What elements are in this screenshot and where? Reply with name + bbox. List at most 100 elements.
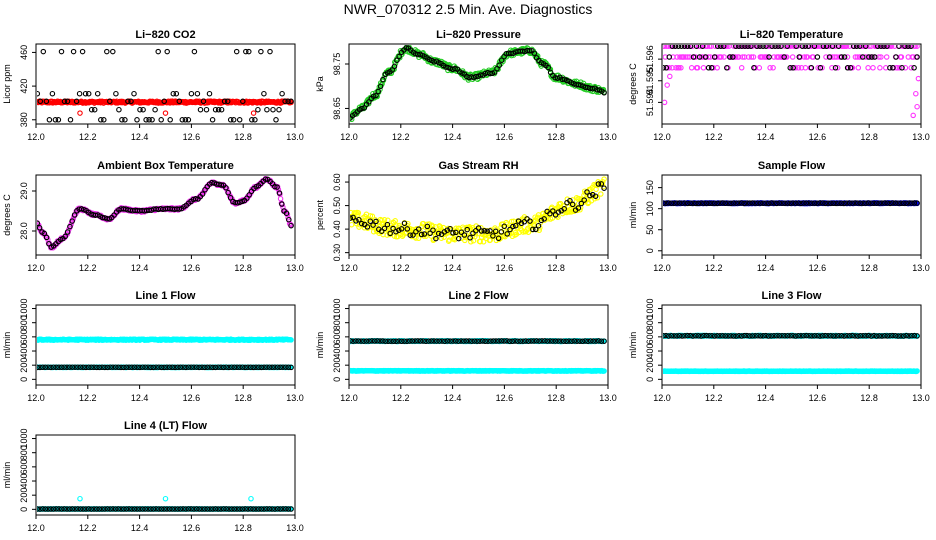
data-point bbox=[733, 45, 739, 49]
data-point bbox=[733, 200, 739, 206]
y-axis-label: kPa bbox=[315, 76, 325, 92]
plot-area bbox=[350, 176, 607, 245]
data-point bbox=[482, 338, 489, 345]
x-tick-label: 12.4 bbox=[444, 132, 462, 142]
data-point bbox=[253, 364, 259, 371]
data-point bbox=[545, 64, 551, 71]
plot-frame bbox=[35, 304, 296, 386]
x-tick-label: 12.8 bbox=[860, 263, 878, 273]
data-point bbox=[223, 184, 229, 191]
data-point bbox=[711, 54, 718, 60]
x-tick-label: 12.4 bbox=[131, 263, 149, 273]
data-point bbox=[477, 338, 483, 344]
data-point bbox=[91, 364, 97, 371]
data-point bbox=[682, 200, 688, 206]
data-point bbox=[223, 364, 230, 370]
data-point bbox=[665, 333, 672, 339]
data-point bbox=[857, 332, 864, 339]
data-point bbox=[814, 200, 820, 207]
data-point bbox=[736, 332, 742, 339]
data-point bbox=[887, 200, 893, 207]
data-point bbox=[183, 364, 189, 371]
data-point bbox=[487, 237, 494, 243]
data-point bbox=[520, 216, 527, 223]
data-point bbox=[779, 332, 785, 339]
data-point bbox=[525, 338, 532, 344]
data-point bbox=[514, 338, 521, 344]
data-point bbox=[487, 228, 493, 234]
data-point bbox=[382, 338, 389, 344]
data-point bbox=[37, 98, 44, 105]
data-point bbox=[288, 337, 294, 343]
data-point bbox=[859, 54, 866, 60]
data-point bbox=[902, 65, 909, 71]
data-point bbox=[571, 338, 578, 344]
data-point bbox=[377, 83, 384, 90]
data-point bbox=[908, 45, 914, 49]
data-point bbox=[560, 338, 567, 344]
data-point bbox=[279, 90, 285, 97]
y-tick-label: 800 bbox=[19, 315, 29, 330]
data-point bbox=[531, 338, 537, 344]
y-tick-label: 200 bbox=[332, 358, 342, 373]
data-point bbox=[757, 45, 763, 49]
data-point bbox=[279, 201, 285, 207]
data-point bbox=[896, 65, 903, 71]
x-tick-label: 12.0 bbox=[27, 393, 45, 403]
data-point bbox=[240, 98, 246, 105]
data-point bbox=[693, 45, 700, 49]
data-point bbox=[375, 88, 381, 95]
y-tick-label: 100 bbox=[645, 201, 655, 216]
y-tick-label: 0.60 bbox=[332, 173, 342, 191]
y-axis-label: degrees C bbox=[628, 63, 638, 105]
data-point bbox=[122, 117, 128, 123]
data-point bbox=[742, 45, 748, 49]
y-tick-label: 50 bbox=[645, 225, 655, 235]
data-point bbox=[866, 45, 872, 49]
plot-area bbox=[350, 337, 607, 374]
data-point bbox=[881, 200, 888, 206]
data-point bbox=[261, 90, 267, 97]
data-point bbox=[857, 200, 864, 207]
data-point bbox=[77, 110, 83, 116]
data-point bbox=[856, 45, 863, 49]
data-point bbox=[741, 200, 748, 207]
data-point bbox=[728, 200, 734, 207]
data-point bbox=[584, 189, 590, 195]
data-point bbox=[200, 98, 207, 105]
data-point bbox=[717, 200, 723, 206]
data-point bbox=[678, 65, 684, 71]
data-point bbox=[252, 117, 258, 123]
data-point bbox=[174, 364, 181, 371]
data-point bbox=[853, 45, 860, 49]
data-point bbox=[207, 364, 213, 370]
data-point bbox=[398, 226, 405, 232]
data-point bbox=[518, 220, 525, 227]
data-point bbox=[393, 228, 399, 235]
data-point bbox=[492, 228, 499, 235]
data-point bbox=[667, 73, 673, 80]
data-point bbox=[877, 65, 883, 71]
data-point bbox=[800, 332, 807, 339]
data-point bbox=[79, 48, 86, 55]
data-point bbox=[206, 90, 213, 97]
data-point bbox=[85, 90, 92, 97]
data-point bbox=[883, 54, 890, 60]
data-point bbox=[462, 237, 468, 244]
data-point bbox=[264, 106, 270, 113]
data-point bbox=[264, 364, 270, 370]
data-point bbox=[243, 48, 249, 55]
data-point bbox=[76, 90, 83, 97]
data-point bbox=[793, 45, 799, 49]
data-point bbox=[533, 338, 540, 344]
data-point bbox=[908, 200, 915, 206]
data-point bbox=[261, 364, 267, 371]
data-point bbox=[404, 338, 410, 345]
data-point bbox=[739, 54, 746, 60]
data-point bbox=[50, 364, 57, 370]
x-tick-label: 13.0 bbox=[286, 263, 304, 273]
data-point bbox=[890, 200, 896, 206]
data-point bbox=[587, 338, 594, 344]
data-point bbox=[778, 45, 784, 49]
